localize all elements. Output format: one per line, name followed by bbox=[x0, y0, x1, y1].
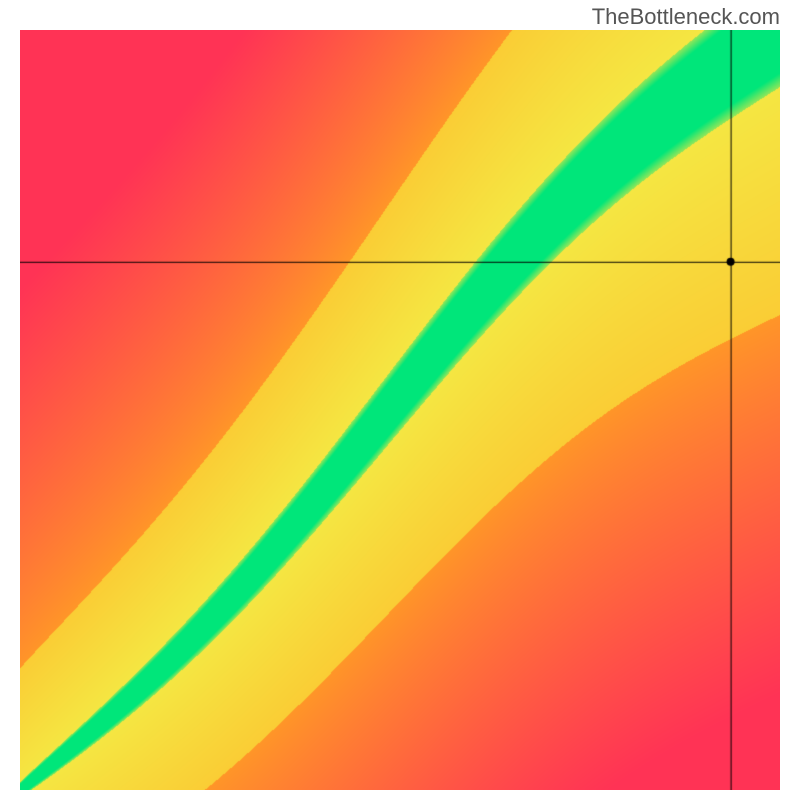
watermark-text: TheBottleneck.com bbox=[592, 4, 780, 30]
bottleneck-heatmap bbox=[20, 30, 780, 790]
